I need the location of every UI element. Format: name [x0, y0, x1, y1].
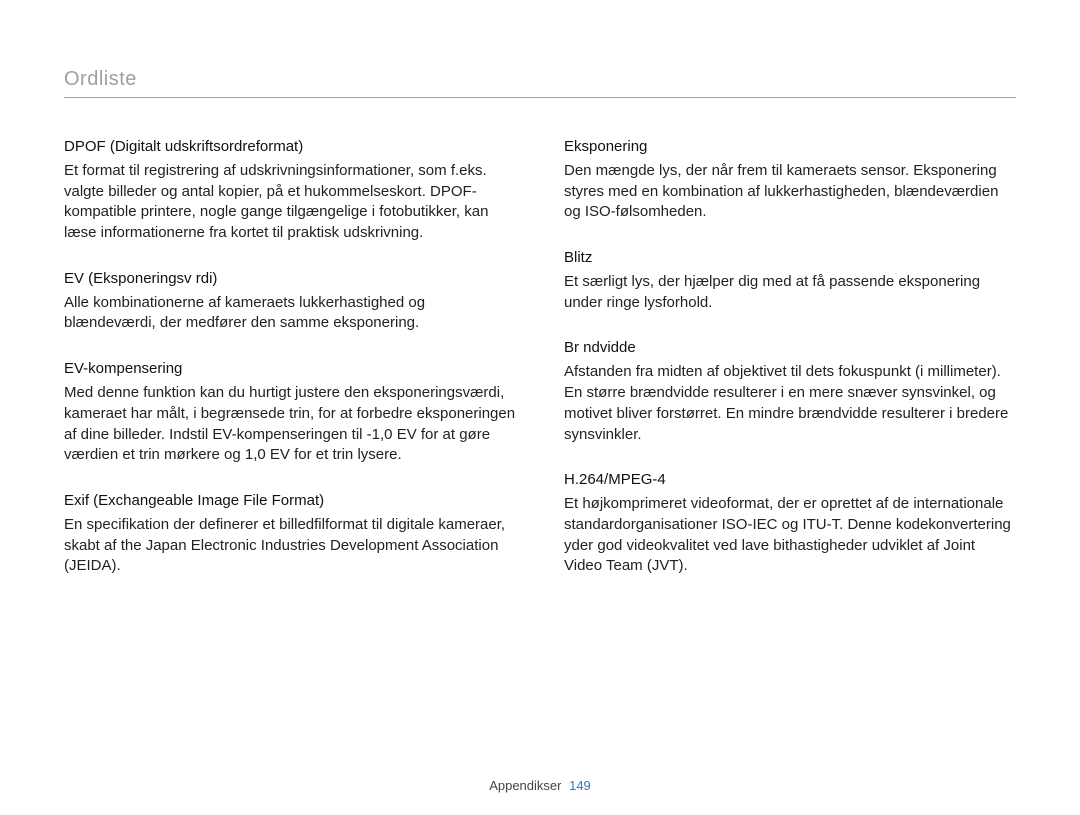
term-body: En specifikation der definerer et billed…	[64, 515, 516, 577]
right-column: Eksponering Den mængde lys, der når frem…	[564, 138, 1016, 603]
page-footer: Appendikser 149	[0, 778, 1080, 793]
term-body: Afstanden fra midten af objektivet til d…	[564, 362, 1016, 445]
page-title: Ordliste	[64, 68, 1016, 98]
term-body: Med denne funktion kan du hurtigt juster…	[64, 383, 516, 466]
glossary-term: EV-kompensering Med denne funktion kan d…	[64, 360, 516, 466]
content-columns: DPOF (Digitalt udskriftsordreformat) Et …	[64, 138, 1016, 603]
left-column: DPOF (Digitalt udskriftsordreformat) Et …	[64, 138, 516, 603]
document-page: Ordliste DPOF (Digitalt udskriftsordrefo…	[0, 0, 1080, 815]
footer-label: Appendikser	[489, 778, 561, 793]
term-title: Exif (Exchangeable Image File Format)	[64, 492, 516, 509]
term-title: EV-kompensering	[64, 360, 516, 377]
term-body: Et højkomprimeret videoformat, der er op…	[564, 494, 1016, 577]
glossary-term: EV (Eksponeringsv rdi) Alle kombinatione…	[64, 270, 516, 334]
term-title: DPOF (Digitalt udskriftsordreformat)	[64, 138, 516, 155]
term-body: Den mængde lys, der når frem til kamerae…	[564, 161, 1016, 223]
glossary-term: DPOF (Digitalt udskriftsordreformat) Et …	[64, 138, 516, 244]
term-body: Alle kombinationerne af kameraets lukker…	[64, 293, 516, 334]
page-number: 149	[569, 778, 591, 793]
glossary-term: H.264/MPEG-4 Et højkomprimeret videoform…	[564, 471, 1016, 577]
term-title: Br ndvidde	[564, 339, 1016, 356]
glossary-term: Br ndvidde Afstanden fra midten af objek…	[564, 339, 1016, 445]
term-body: Et særligt lys, der hjælper dig med at f…	[564, 272, 1016, 313]
term-title: H.264/MPEG-4	[564, 471, 1016, 488]
term-title: Eksponering	[564, 138, 1016, 155]
term-title: Blitz	[564, 249, 1016, 266]
term-title: EV (Eksponeringsv rdi)	[64, 270, 516, 287]
glossary-term: Exif (Exchangeable Image File Format) En…	[64, 492, 516, 577]
term-body: Et format til registrering af udskrivnin…	[64, 161, 516, 244]
glossary-term: Blitz Et særligt lys, der hjælper dig me…	[564, 249, 1016, 313]
glossary-term: Eksponering Den mængde lys, der når frem…	[564, 138, 1016, 223]
